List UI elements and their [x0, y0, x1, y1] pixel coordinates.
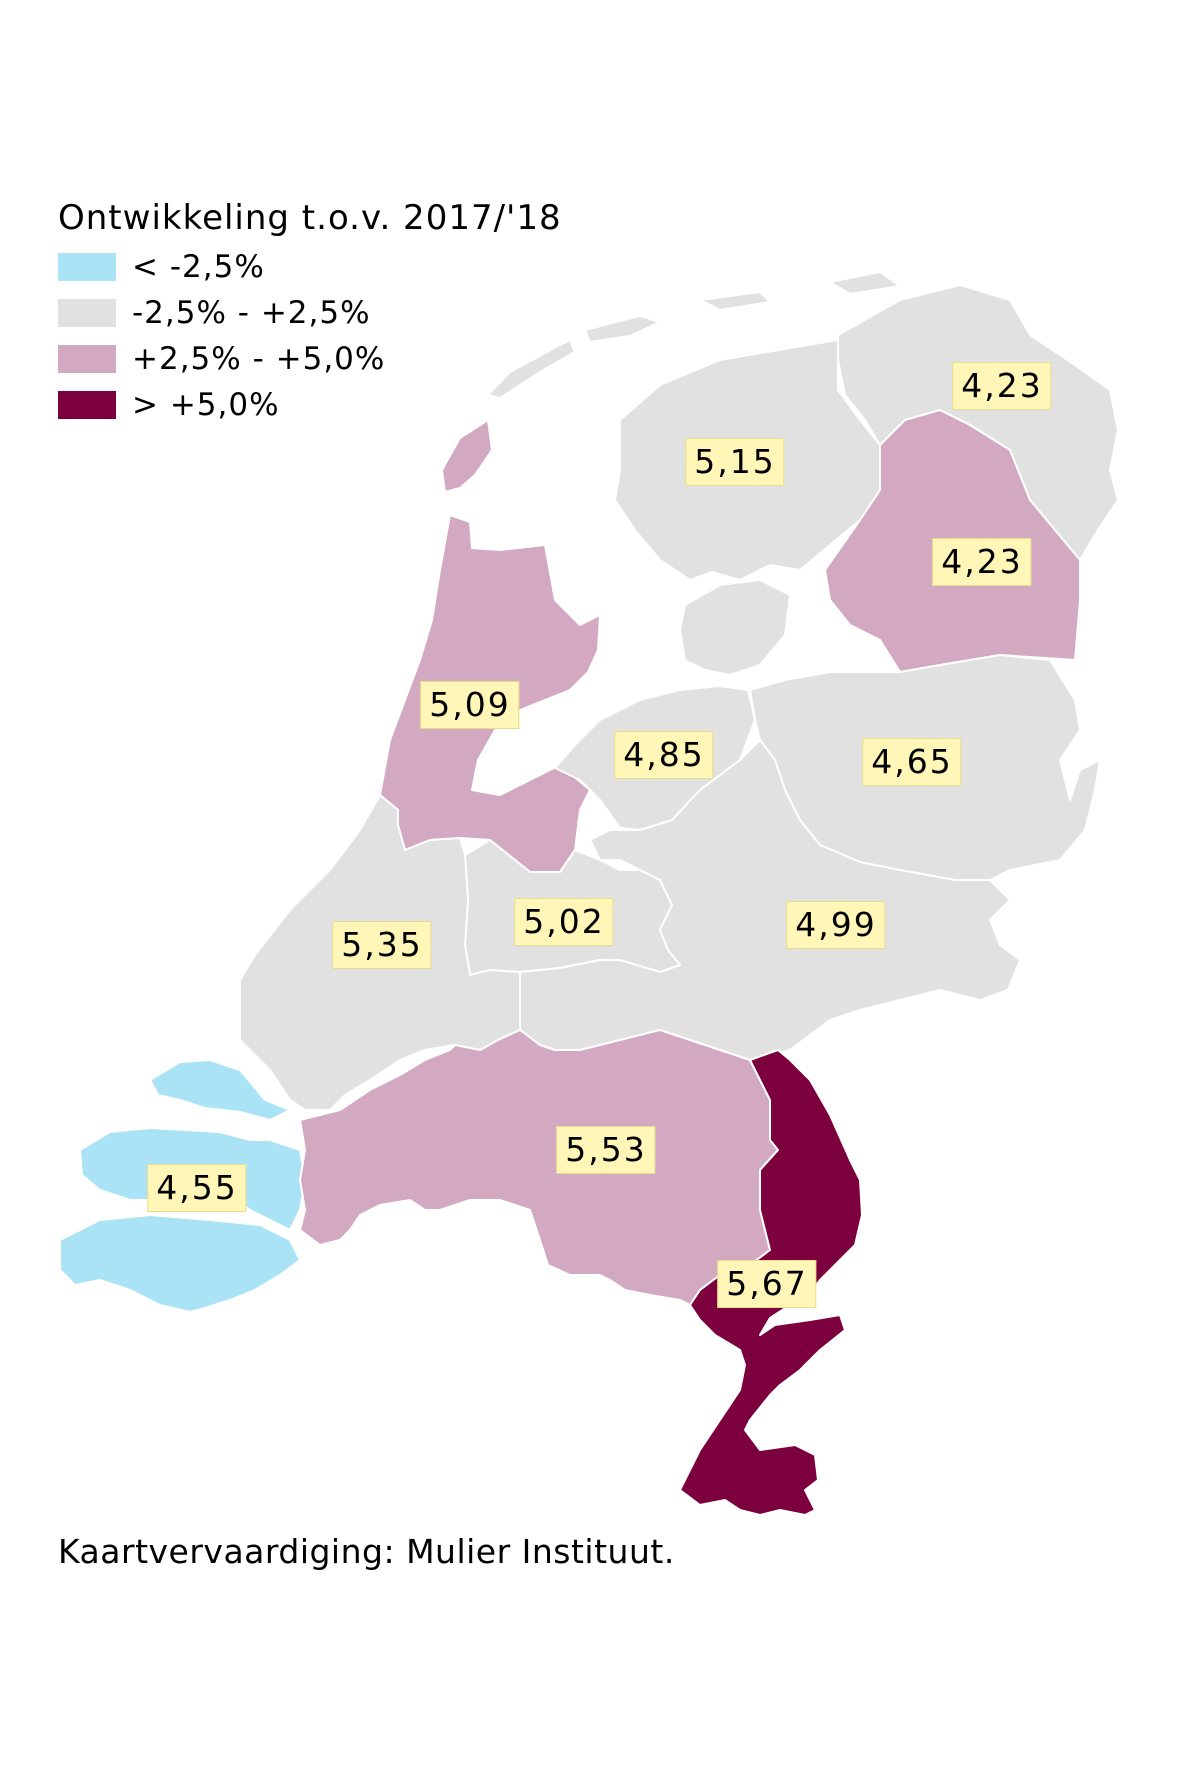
legend-item: -2,5% - +2,5% [58, 290, 562, 336]
legend-label: < -2,5% [132, 249, 265, 285]
value-label-overijssel: 4,65 [862, 738, 962, 786]
legend-label: -2,5% - +2,5% [132, 295, 371, 331]
value-label-zuid-holland: 5,35 [332, 921, 432, 969]
legend-swatch [58, 391, 116, 419]
legend-label: > +5,0% [132, 387, 280, 423]
legend-item: > +5,0% [58, 382, 562, 428]
value-label-flevoland: 4,85 [614, 731, 714, 779]
value-label-gelderland: 4,99 [786, 901, 886, 949]
legend-label: +2,5% - +5,0% [132, 341, 386, 377]
legend-swatch [58, 253, 116, 281]
value-label-zeeland: 4,55 [147, 1164, 247, 1212]
legend: Ontwikkeling t.o.v. 2017/'18 < -2,5% -2,… [58, 198, 562, 428]
value-label-limburg: 5,67 [717, 1260, 817, 1308]
wadden-islands [487, 271, 986, 399]
legend-swatch [58, 299, 116, 327]
value-label-noord-holland: 5,09 [420, 681, 520, 729]
map-credit: Kaartvervaardiging: Mulier Instituut. [58, 1532, 675, 1571]
value-label-utrecht: 5,02 [514, 898, 614, 946]
legend-item: < -2,5% [58, 244, 562, 290]
value-label-groningen: 4,23 [952, 362, 1052, 410]
value-label-drenthe: 4,23 [932, 538, 1032, 586]
legend-title: Ontwikkeling t.o.v. 2017/'18 [58, 198, 562, 238]
legend-swatch [58, 345, 116, 373]
legend-item: +2,5% - +5,0% [58, 336, 562, 382]
value-label-friesland: 5,15 [685, 438, 785, 486]
region-noord-holland [379, 419, 601, 873]
value-label-noord-brabant: 5,53 [556, 1126, 656, 1174]
